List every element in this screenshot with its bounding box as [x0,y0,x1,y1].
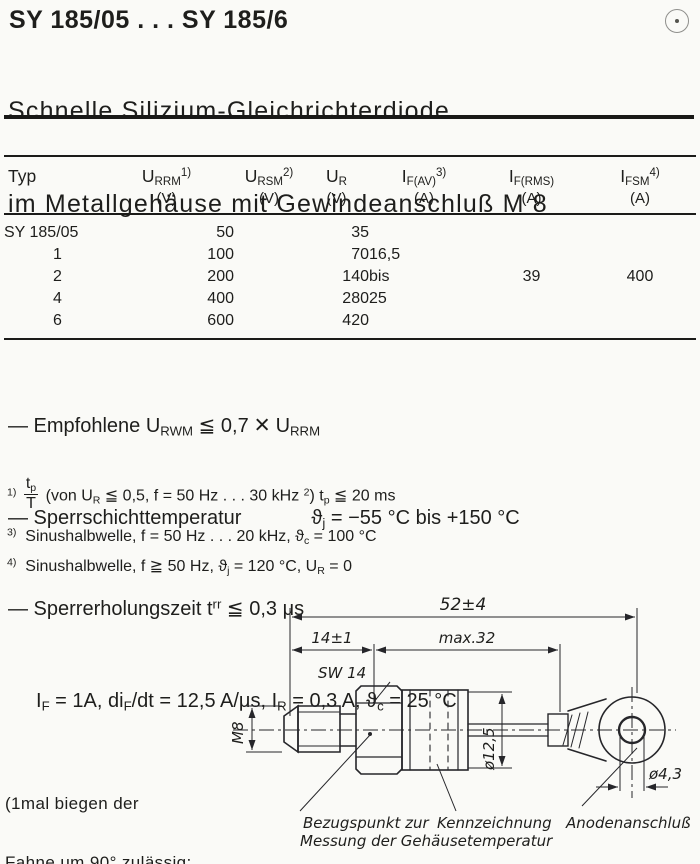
cell-urrm: 200 [207,268,234,285]
subtitle-line-1: Schnelle Silizium-Gleichrichterdiode [8,97,450,125]
cell-ifav [369,310,479,339]
footnote-3: 3) Sinushalbwelle, f = 50 Hz . . . 20 kH… [7,526,377,547]
header-divider [4,115,694,119]
cell-ursm [234,214,304,244]
reference-point-label-line1: Bezugspunkt zur [303,814,429,832]
column-header-urrm: URRM1) (V) [99,156,234,215]
table-row: 2 200 140 bis 39 400 [4,266,696,288]
cell-ifsm [584,214,696,244]
cell-ursm [234,310,304,339]
table-header-row: Typ URRM1) (V) URSM2) (V) UR (V) IF(AV)3) (A… [4,156,696,215]
cell-typ: 4 [53,290,62,307]
extension-lines [246,608,645,791]
leader-lines [299,734,638,812]
registration-circle-icon [665,9,689,33]
cell-typ: 1 [53,246,62,263]
hole-diameter-label: ø4,3 [648,765,682,783]
cell-typ: 2 [53,268,62,285]
column-header-ursm: URSM2) (V) [234,156,304,215]
thread-size-label: M8 [229,722,247,745]
cell-ifav: 16,5 [369,246,401,263]
cell-ur: 70 [351,246,369,263]
cell-ursm [234,288,304,310]
wrench-size-label: SW 14 [318,664,366,682]
ratings-table: Typ URRM1) (V) URSM2) (V) UR (V) IF(AV)3) (A… [4,155,696,340]
table-row: 6 600 420 [4,310,696,339]
cell-ifsm [584,310,696,339]
reference-point-label-line2: Messung der Gehäusetemperatur [300,832,553,850]
cell-ifrms [479,214,584,244]
body-diameter-label: ø12,5 [480,727,498,771]
note-reverse-recovery: — Sperrerholungszeit trr ≦ 0,3 μs [8,596,305,620]
dim-total-length-label: 52±4 [440,595,487,615]
cell-ur: 420 [342,312,369,329]
dim-body-length-label: max.32 [439,629,496,647]
column-header-typ: Typ [4,156,99,215]
cell-ur: 280 [342,290,369,307]
cell-ifsm [584,288,696,310]
centerlines [233,687,676,798]
bending-note-line: (1mal biegen der [5,794,139,813]
dim-stud-length-label: 14±1 [311,629,352,647]
cell-ur: 35 [351,224,369,241]
cell-ifsm [584,244,696,266]
cell-urrm: 600 [207,312,234,329]
bending-note: (1mal biegen der Fahne um 90° zulässig; … [5,755,192,864]
outline-drawing: 52±4 14±1 max.32 SW 14 M8 ø12,5 ø4,3 [229,595,691,850]
wrench-leader-line [372,681,391,704]
column-header-ifav: IF(AV)3) (A) [369,156,479,215]
note-urwm: — Empfohlene URWM ≦ 0,7 × URRM [8,409,321,440]
table-row: SY 185/05 50 35 [4,214,696,244]
cell-ifav [369,214,479,244]
cell-urrm: 50 [216,224,234,241]
note-junction-temperature: — Sperrschichttemperatur ϑj = −55 °C bis … [8,506,520,531]
cell-typ: SY 185/05 [4,224,79,241]
column-header-ifsm: IFSM4) (A) [584,156,696,215]
bending-note-line: Fahne um 90° zulässig; [5,852,192,864]
cell-typ: 6 [53,312,62,329]
anode-connection-label: Anodenanschluß [565,814,691,832]
cell-urrm: 400 [207,290,234,307]
cell-urrm: 100 [207,246,234,263]
table-row: 1 100 70 16,5 [4,244,696,266]
cell-ifrms [479,244,584,266]
footnote-1: 1) tp T (von UR ≦ 0,5, f = 50 Hz . . . 30… [7,475,396,512]
cell-ifrms: 39 [522,268,541,285]
cell-ursm [234,266,304,288]
table-row: 4 400 280 25 [4,288,696,310]
cell-ifrms [479,310,584,339]
cell-ifrms [479,288,584,310]
marking-label: Kennzeichnung [437,814,552,832]
footnote-4: 4) Sinushalbwelle, f ≧ 50 Hz, ϑj = 120 °… [7,556,352,577]
column-header-ur: UR (V) [304,156,369,215]
characteristics-notes: — Empfohlene URWM ≦ 0,7 × URRM — Sperrsc… [8,350,520,777]
registration-dot-icon [675,19,679,23]
column-header-ifrms: IF(RMS) (A) [479,156,584,215]
cell-ifsm: 400 [626,268,654,285]
cell-ur: 140 [342,268,369,285]
cell-ifav: 25 [369,290,387,307]
page-title: SY 185/05 . . . SY 185/6 [9,6,289,34]
cell-ursm [234,244,304,266]
cell-ifav: bis [369,268,390,285]
